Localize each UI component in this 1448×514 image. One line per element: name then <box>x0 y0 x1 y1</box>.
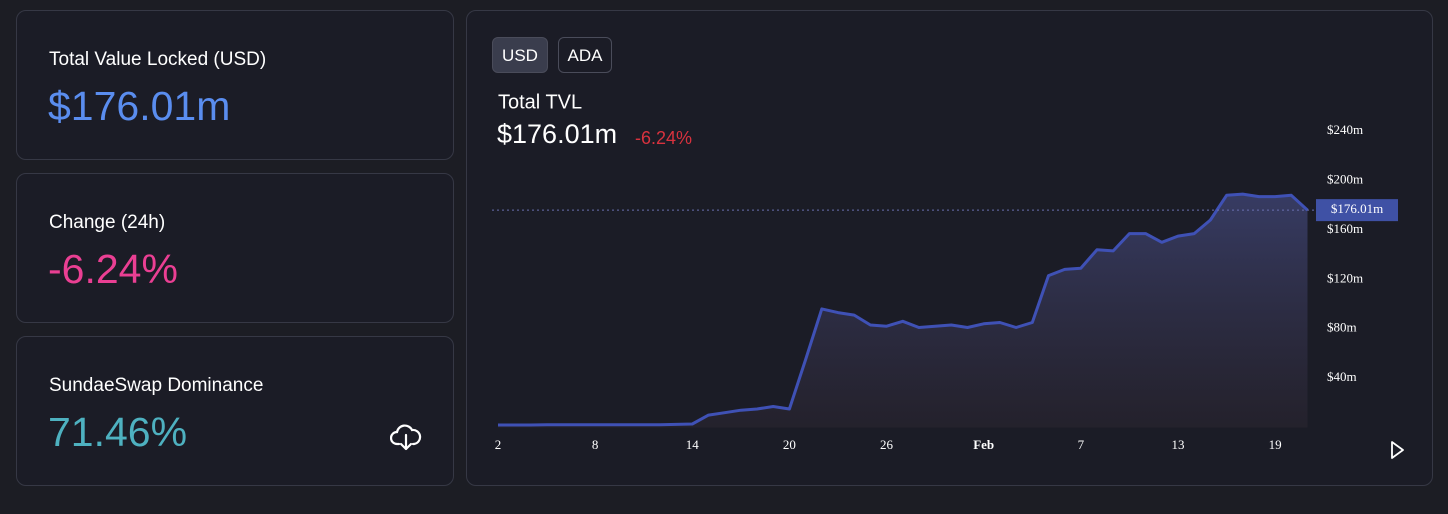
chart-title: Total TVL <box>498 91 582 113</box>
y-tick-label: $200m <box>1327 171 1363 186</box>
card-label: Total Value Locked (USD) <box>49 49 267 70</box>
tvl-card: Total Value Locked (USD) $176.01m <box>16 10 454 160</box>
current-marker-label: $176.01m <box>1331 201 1383 216</box>
toggle-button[interactable]: ADA <box>558 37 612 73</box>
x-tick-label: 8 <box>592 437 599 452</box>
change-value: -6.24% <box>635 128 692 148</box>
card-value: -6.24% <box>48 246 178 292</box>
y-tick-label: $80m <box>1327 320 1357 335</box>
card-value: $176.01m <box>48 83 231 129</box>
y-tick-label: $40m <box>1327 369 1357 384</box>
area-fill <box>498 194 1308 428</box>
change-card: Change (24h) -6.24% <box>16 173 454 323</box>
y-tick-label: $160m <box>1327 221 1363 236</box>
current-marker <box>1316 199 1398 222</box>
current-value: $176.01m <box>497 119 617 149</box>
line <box>498 192 1309 427</box>
y-tick-label: $240m <box>1327 122 1363 137</box>
x-tick-label: 20 <box>783 437 796 452</box>
y-tick-label: $120m <box>1327 270 1363 285</box>
x-tick-label: 2 <box>495 437 502 452</box>
card-label: SundaeSwap Dominance <box>49 375 264 396</box>
x-tick-label: Feb <box>973 437 994 452</box>
card-value: 71.46% <box>48 409 188 455</box>
toggle-button[interactable]: USD <box>492 37 548 73</box>
dominance-card: SundaeSwap Dominance 71.46% <box>16 336 454 486</box>
x-tick-label: 14 <box>686 437 700 452</box>
x-tick-label: 26 <box>880 437 894 452</box>
x-tick-label: 19 <box>1269 437 1282 452</box>
play-icon[interactable] <box>1391 441 1404 459</box>
x-tick-label: 13 <box>1171 437 1184 452</box>
x-tick-label: 7 <box>1078 437 1085 452</box>
download-icon[interactable] <box>390 423 422 453</box>
card-label: Change (24h) <box>49 212 166 233</box>
